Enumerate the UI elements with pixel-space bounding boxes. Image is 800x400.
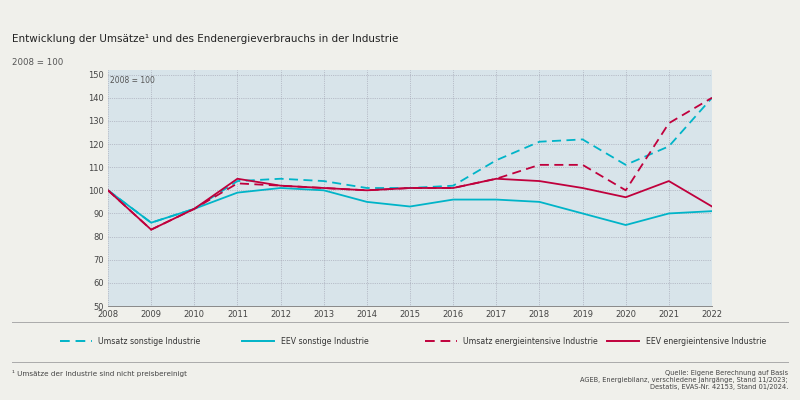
Text: ¹ Umsätze der Industrie sind nicht preisbereinigt: ¹ Umsätze der Industrie sind nicht preis… <box>12 370 187 377</box>
Text: EEV energieintensive Industrie: EEV energieintensive Industrie <box>646 337 766 346</box>
Text: 2008 = 100: 2008 = 100 <box>110 76 155 85</box>
Text: Quelle: Eigene Berechnung auf Basis
AGEB, Energiebilanz, verschiedene Jahrgänge,: Quelle: Eigene Berechnung auf Basis AGEB… <box>580 370 788 390</box>
Text: 2008 = 100: 2008 = 100 <box>12 58 63 67</box>
Text: Umsatz energieintensive Industrie: Umsatz energieintensive Industrie <box>463 337 598 346</box>
Text: EEV sonstige Industrie: EEV sonstige Industrie <box>281 337 369 346</box>
Text: Umsatz sonstige Industrie: Umsatz sonstige Industrie <box>98 337 201 346</box>
Text: Entwicklung der Umsätze¹ und des Endenergieverbrauchs in der Industrie: Entwicklung der Umsätze¹ und des Endener… <box>12 34 398 44</box>
